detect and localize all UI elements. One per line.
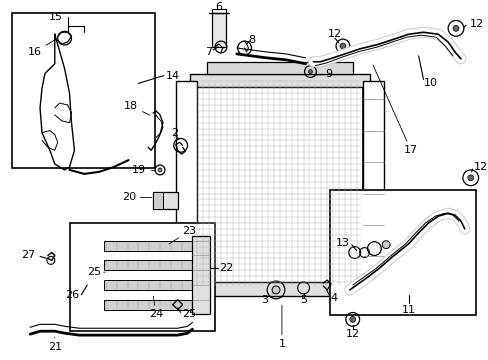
Circle shape: [158, 168, 162, 172]
Text: 19: 19: [132, 165, 146, 175]
Bar: [362, 81, 384, 288]
Text: 7: 7: [204, 47, 212, 57]
Bar: [189, 282, 370, 296]
Text: 17: 17: [372, 65, 417, 155]
Text: 13: 13: [335, 238, 349, 248]
Text: 20: 20: [122, 193, 151, 202]
Text: 24: 24: [149, 296, 163, 319]
Text: 4: 4: [329, 293, 337, 303]
Bar: [104, 300, 192, 310]
Text: 12: 12: [473, 162, 487, 172]
Bar: [329, 190, 475, 315]
Text: 25: 25: [87, 267, 105, 277]
Text: 2: 2: [171, 127, 178, 138]
Bar: [175, 81, 197, 288]
Circle shape: [308, 69, 312, 73]
Text: 1: 1: [278, 305, 285, 349]
Circle shape: [467, 175, 473, 181]
Text: 22: 22: [219, 263, 233, 273]
Text: 6: 6: [215, 2, 222, 12]
Text: 16: 16: [28, 39, 57, 57]
Bar: [69, 223, 215, 331]
Text: 11: 11: [401, 305, 415, 315]
Text: 15: 15: [49, 12, 62, 22]
Bar: [212, 13, 225, 47]
Bar: [192, 236, 210, 315]
Bar: [104, 241, 192, 251]
Circle shape: [271, 286, 280, 294]
Bar: [207, 62, 352, 73]
Circle shape: [382, 241, 389, 249]
Text: 27: 27: [21, 251, 35, 261]
Text: 21: 21: [48, 337, 61, 352]
Circle shape: [452, 25, 458, 31]
Circle shape: [349, 316, 355, 322]
Bar: [104, 280, 192, 290]
Circle shape: [339, 43, 345, 49]
Text: 3: 3: [261, 294, 271, 305]
Bar: [189, 73, 370, 87]
Text: 12: 12: [469, 19, 483, 30]
Text: 18: 18: [124, 101, 150, 115]
Bar: [153, 192, 177, 209]
Text: 5: 5: [300, 295, 306, 305]
Text: 25: 25: [182, 310, 196, 319]
Text: 12: 12: [345, 329, 359, 339]
Text: 10: 10: [423, 78, 437, 89]
Bar: [104, 260, 192, 270]
Bar: [13, 13, 155, 168]
Text: 12: 12: [327, 29, 342, 39]
Text: 14: 14: [165, 71, 180, 81]
Bar: [153, 192, 163, 209]
Text: 8: 8: [247, 35, 255, 45]
Text: 26: 26: [65, 290, 79, 300]
Text: 23: 23: [169, 226, 196, 244]
Text: 9: 9: [325, 68, 332, 78]
Bar: [197, 81, 362, 288]
